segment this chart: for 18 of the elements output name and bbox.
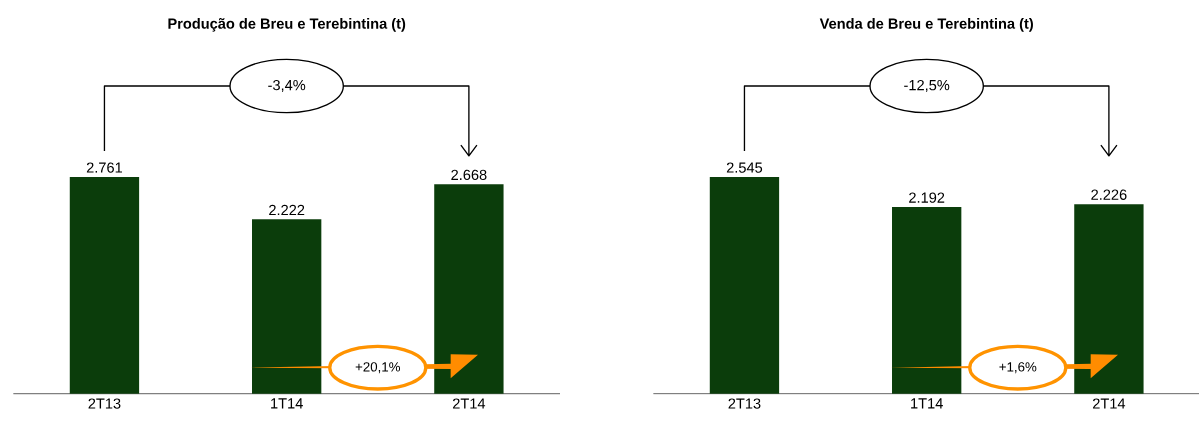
x-tick-label: 1T14 <box>271 398 303 409</box>
data-label: 2.761 <box>86 162 123 173</box>
data-label: 2.192 <box>909 192 945 203</box>
chart-title: Venda de Breu e Terebintina (t) <box>819 18 1033 32</box>
text: -12,5% <box>904 79 950 93</box>
x-tick-label: 2T14 <box>452 398 486 409</box>
data-label: 2.222 <box>269 204 305 216</box>
x-tick-label: 2T13 <box>88 398 121 409</box>
data-label: 2.668 <box>451 169 487 181</box>
data-label: 2.545 <box>726 162 763 173</box>
x-tick-label: 1T14 <box>911 398 943 409</box>
annotation: +1,6% <box>999 362 1037 374</box>
annotation: +20,1% <box>355 362 401 374</box>
chart-title: Produção de Breu e Terebintina (t) <box>168 18 406 32</box>
x-tick-label: 2T14 <box>1092 398 1126 409</box>
x-tick-label: 2T13 <box>728 398 761 409</box>
data-label: 2.226 <box>1091 189 1127 200</box>
text: -3,4% <box>268 79 306 93</box>
